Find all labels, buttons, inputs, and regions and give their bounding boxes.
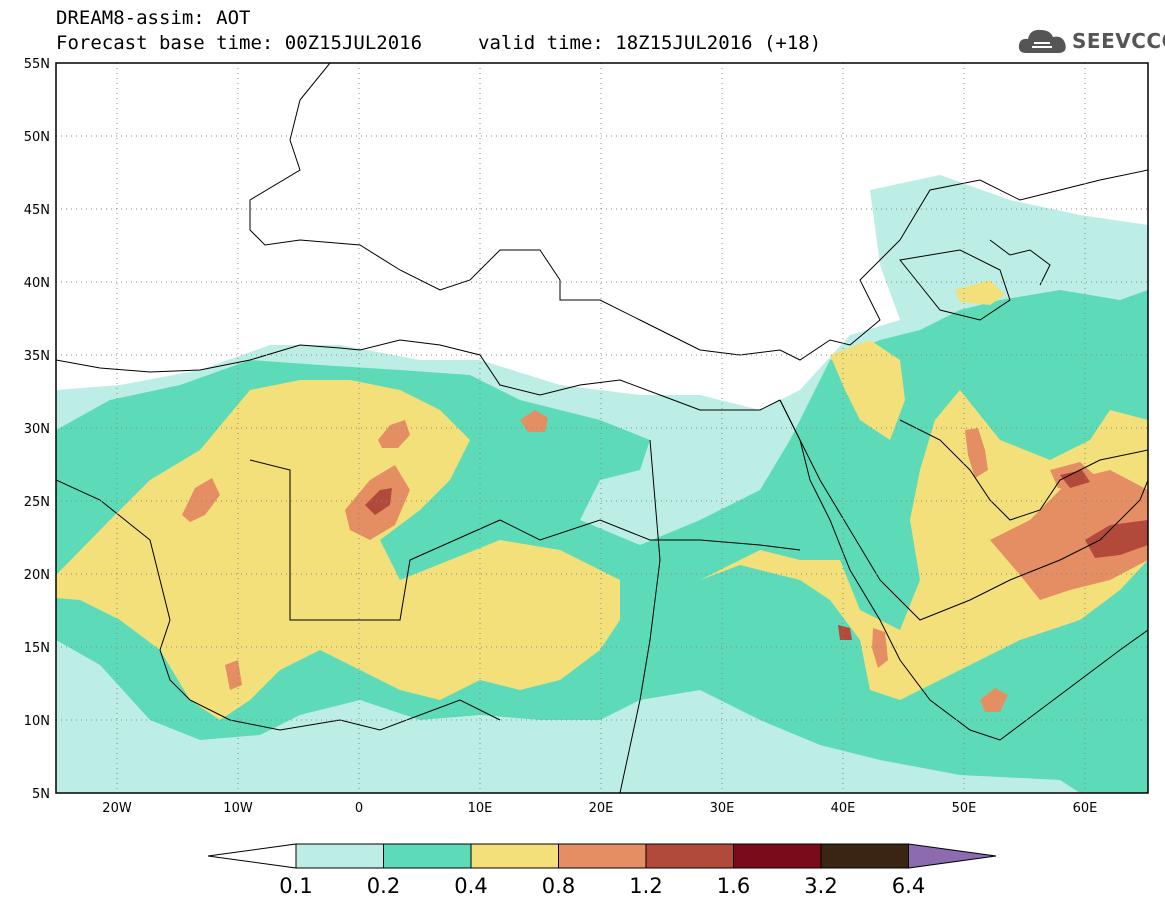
aot-contour-1.2-oman bbox=[1085, 520, 1148, 558]
lon-label: 40E bbox=[831, 801, 856, 816]
lat-labels: 55N 50N 45N 40N 35N 30N 25N 20N 15N 10N … bbox=[24, 57, 50, 802]
lon-label: 60E bbox=[1073, 801, 1098, 816]
aot-contour-0.8-libya bbox=[520, 410, 548, 432]
lat-label: 15N bbox=[24, 641, 50, 656]
colorbar-label: 1.2 bbox=[629, 874, 662, 898]
forecast-base-time: Forecast base time: 00Z15JUL2016 bbox=[56, 32, 423, 54]
colorbar-label: 0.1 bbox=[279, 874, 312, 898]
lat-label: 30N bbox=[24, 422, 50, 437]
colorbar-swatch bbox=[558, 843, 647, 869]
aot-contour-1.2-eritrea bbox=[838, 625, 852, 640]
aot-contour-0.8-mali bbox=[225, 660, 242, 690]
lat-label: 10N bbox=[24, 714, 50, 729]
lon-label: 20W bbox=[102, 801, 132, 816]
lat-label: 5N bbox=[32, 787, 50, 802]
colorbar-over-triangle bbox=[908, 843, 997, 869]
lon-label: 50E bbox=[952, 801, 977, 816]
seevccc-logo: SEEVCCC bbox=[1016, 23, 1165, 57]
aot-field bbox=[56, 175, 1148, 793]
colorbar-label: 0.8 bbox=[542, 874, 575, 898]
aot-contour-0.8-somalia bbox=[980, 688, 1008, 712]
aot-contour-1.2-iran bbox=[1060, 470, 1090, 488]
aot-contour-0.4-west bbox=[56, 380, 620, 720]
chart-title: DREAM8-assim: AOT bbox=[56, 7, 251, 29]
aot-contour-0.8-north bbox=[378, 420, 410, 448]
aot-contour-0.8-qatar bbox=[965, 428, 988, 478]
valid-time: valid time: 18Z15JUL2016 (+18) bbox=[478, 32, 822, 54]
logo-text: SEEVCCC bbox=[1072, 29, 1165, 53]
map-frame bbox=[55, 62, 1149, 794]
colorbar-swatch bbox=[820, 843, 909, 869]
cloud-icon bbox=[1018, 29, 1066, 53]
colorbar-label: 0.4 bbox=[454, 874, 487, 898]
lat-label: 50N bbox=[24, 130, 50, 145]
lon-labels: 20W 10W 0 10E 20E 30E 40E 50E 60E bbox=[102, 801, 1097, 816]
lon-label: 10E bbox=[468, 801, 493, 816]
lat-label: 55N bbox=[24, 57, 50, 72]
lat-label: 40N bbox=[24, 276, 50, 291]
lon-label: 0 bbox=[355, 801, 363, 816]
colorbar-swatch bbox=[295, 843, 384, 869]
aot-contour-0.4-caspian bbox=[955, 280, 1005, 305]
lat-label: 45N bbox=[24, 203, 50, 218]
aot-contour-0.8-morocco bbox=[182, 478, 220, 522]
lat-label: 35N bbox=[24, 349, 50, 364]
lon-label: 10W bbox=[223, 801, 253, 816]
aot-contour-0.8-gulf bbox=[990, 470, 1148, 600]
aot-contour-0.4-iraq bbox=[830, 340, 905, 440]
colorbar-swatch bbox=[733, 843, 822, 869]
lat-label: 20N bbox=[24, 568, 50, 583]
aot-contour-0.8-eritrea bbox=[872, 628, 888, 668]
colorbar-label: 3.2 bbox=[804, 874, 837, 898]
colorbar-swatch bbox=[470, 843, 559, 869]
colorbar-label: 1.6 bbox=[717, 874, 750, 898]
lon-label: 30E bbox=[710, 801, 735, 816]
aot-map: 55N 50N 45N 40N 35N 30N 25N 20N 15N 10N … bbox=[24, 57, 1149, 816]
colorbar-label: 0.2 bbox=[367, 874, 400, 898]
colorbar-swatch bbox=[645, 843, 734, 869]
map-grid bbox=[56, 63, 1148, 793]
colorbar-swatch bbox=[383, 843, 472, 869]
lat-label: 25N bbox=[24, 495, 50, 510]
lon-label: 20E bbox=[589, 801, 614, 816]
aot-contour-0.4-east bbox=[700, 390, 1148, 700]
colorbar-under-triangle bbox=[207, 843, 297, 869]
colorbar-label: 6.4 bbox=[892, 874, 925, 898]
aot-contour-1.2-algeria bbox=[365, 488, 392, 515]
